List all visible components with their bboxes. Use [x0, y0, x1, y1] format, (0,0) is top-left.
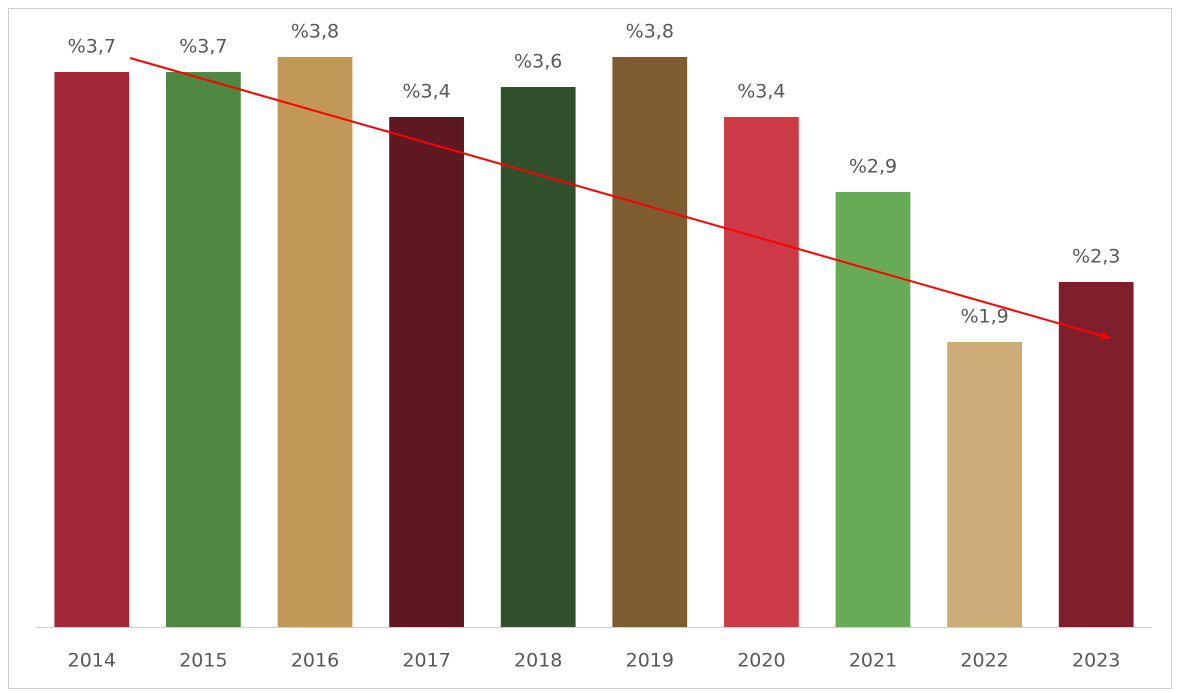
x-tick-label: 2021: [849, 650, 897, 672]
bar: [1058, 282, 1134, 627]
data-label: %3,8: [626, 21, 674, 43]
x-tick-label: 2019: [626, 650, 674, 672]
data-label: %2,3: [1072, 246, 1120, 268]
x-tick-label: 2016: [291, 650, 339, 672]
bar: [277, 57, 353, 627]
bar: [166, 72, 241, 627]
data-label: %3,6: [514, 51, 562, 73]
data-label: %2,9: [849, 156, 897, 178]
x-tick-label: 2020: [737, 650, 785, 672]
bar: [835, 192, 911, 627]
x-tick-label: 2017: [402, 650, 450, 672]
x-tick-label: 2023: [1072, 650, 1120, 672]
bar: [947, 342, 1022, 627]
bar: [54, 72, 130, 627]
data-label: %3,4: [402, 81, 450, 103]
x-tick-label: 2014: [68, 650, 116, 672]
trend-arrow: [129, 57, 1111, 340]
bar: [724, 117, 799, 627]
x-tick-label: 2018: [514, 650, 562, 672]
bar: [612, 57, 688, 627]
data-label: %1,9: [960, 306, 1008, 328]
data-label: %3,8: [291, 21, 339, 43]
x-tick-label: 2015: [179, 650, 227, 672]
bars: [54, 57, 1134, 627]
bar: [500, 87, 576, 627]
bar: [389, 117, 464, 627]
data-label: %3,7: [68, 36, 116, 58]
data-label: %3,7: [179, 36, 227, 58]
data-label: %3,4: [737, 81, 785, 103]
x-tick-label: 2022: [960, 650, 1008, 672]
